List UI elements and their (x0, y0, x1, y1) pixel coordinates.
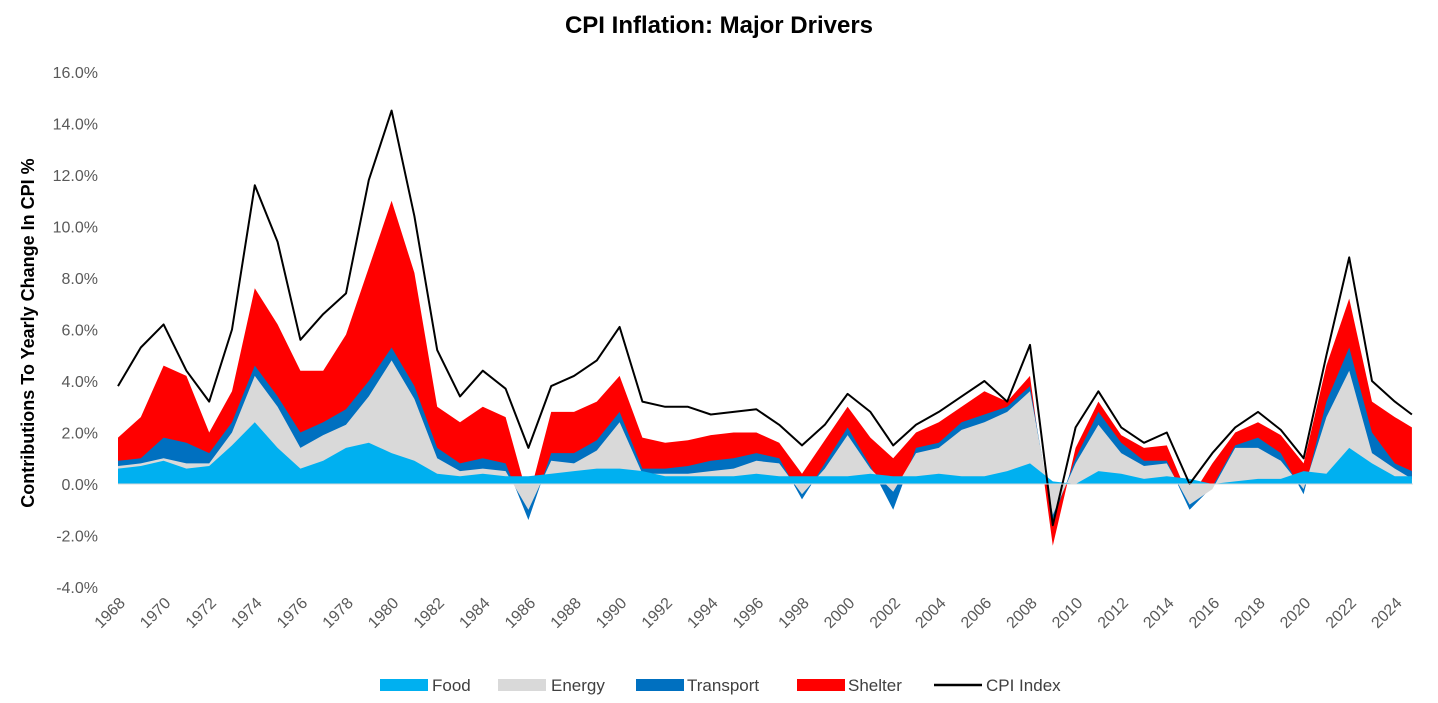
x-tick-label: 1982 (411, 595, 448, 632)
x-tick-label: 1998 (776, 595, 813, 632)
x-tick-label: 2000 (821, 595, 858, 632)
legend-item-shelter: Shelter (797, 676, 902, 695)
x-tick-label: 2012 (1095, 595, 1132, 632)
legend-item-energy: Energy (498, 676, 605, 695)
legend-swatch-transport (636, 679, 684, 691)
x-tick-label: 2022 (1323, 595, 1360, 632)
x-tick-label: 2002 (867, 595, 904, 632)
area-shelter (118, 200, 1412, 546)
legend-item-transport: Transport (636, 676, 759, 695)
x-tick-labels: 1968 1970 1972 1974 1976 1978 1980 1982 … (92, 595, 1406, 632)
y-tick-label: 4.0% (62, 374, 98, 391)
x-tick-label: 1974 (228, 595, 265, 632)
x-tick-label: 2020 (1277, 595, 1314, 632)
legend-item-food: Food (380, 676, 471, 695)
line-cpi-index (117, 109, 1413, 527)
y-tick-label: 10.0% (53, 220, 98, 237)
x-tick-label: 2010 (1049, 595, 1086, 632)
x-tick-label: 1970 (137, 595, 174, 632)
x-tick-label: 2024 (1368, 595, 1405, 632)
y-tick-label: 6.0% (62, 323, 98, 340)
x-tick-label: 2008 (1004, 595, 1041, 632)
legend-label-food: Food (432, 676, 471, 695)
y-tick-label: 2.0% (62, 426, 98, 443)
legend-label-shelter: Shelter (848, 676, 902, 695)
x-tick-label: 1994 (684, 595, 721, 632)
x-tick-label: 1978 (320, 595, 357, 632)
y-tick-labels: 16.0% 14.0% 12.0% 10.0% 8.0% 6.0% 4.0% 2… (53, 65, 98, 597)
x-tick-label: 1972 (183, 595, 220, 632)
y-axis: Contributions To Yearly Change In CPI % … (18, 65, 98, 597)
x-tick-label: 1968 (92, 595, 129, 632)
legend: Food Energy Transport Shelter CPI Index (380, 676, 1061, 695)
y-axis-label: Contributions To Yearly Change In CPI % (18, 158, 38, 507)
x-tick-label: 2004 (912, 595, 949, 632)
x-tick-label: 2016 (1186, 595, 1223, 632)
y-tick-label: 12.0% (53, 168, 98, 185)
legend-label-energy: Energy (551, 676, 605, 695)
legend-label-cpi-index: CPI Index (986, 676, 1061, 695)
x-tick-label: 1988 (548, 595, 585, 632)
x-tick-label: 1986 (502, 595, 539, 632)
y-tick-label: 16.0% (53, 65, 98, 82)
legend-swatch-energy (498, 679, 546, 691)
legend-label-transport: Transport (687, 676, 759, 695)
x-tick-label: 2006 (958, 595, 995, 632)
x-tick-label: 1984 (456, 595, 493, 632)
plot-area (117, 109, 1413, 546)
x-tick-label: 1980 (365, 595, 402, 632)
y-tick-label: 0.0% (62, 477, 98, 494)
chart-title: CPI Inflation: Major Drivers (565, 12, 873, 39)
x-tick-label: 2014 (1140, 595, 1177, 632)
y-tick-label: 8.0% (62, 271, 98, 288)
legend-swatch-shelter (797, 679, 845, 691)
y-tick-label: 14.0% (53, 117, 98, 134)
x-tick-label: 1990 (593, 595, 630, 632)
y-tick-label: -4.0% (56, 580, 98, 597)
x-tick-label: 1992 (639, 595, 676, 632)
legend-swatch-food (380, 679, 428, 691)
x-tick-label: 1996 (730, 595, 767, 632)
x-tick-label: 1976 (274, 595, 311, 632)
x-tick-label: 2018 (1232, 595, 1269, 632)
legend-item-cpi-index: CPI Index (934, 676, 1061, 695)
area-food (118, 422, 1412, 484)
y-tick-label: -2.0% (56, 529, 98, 546)
